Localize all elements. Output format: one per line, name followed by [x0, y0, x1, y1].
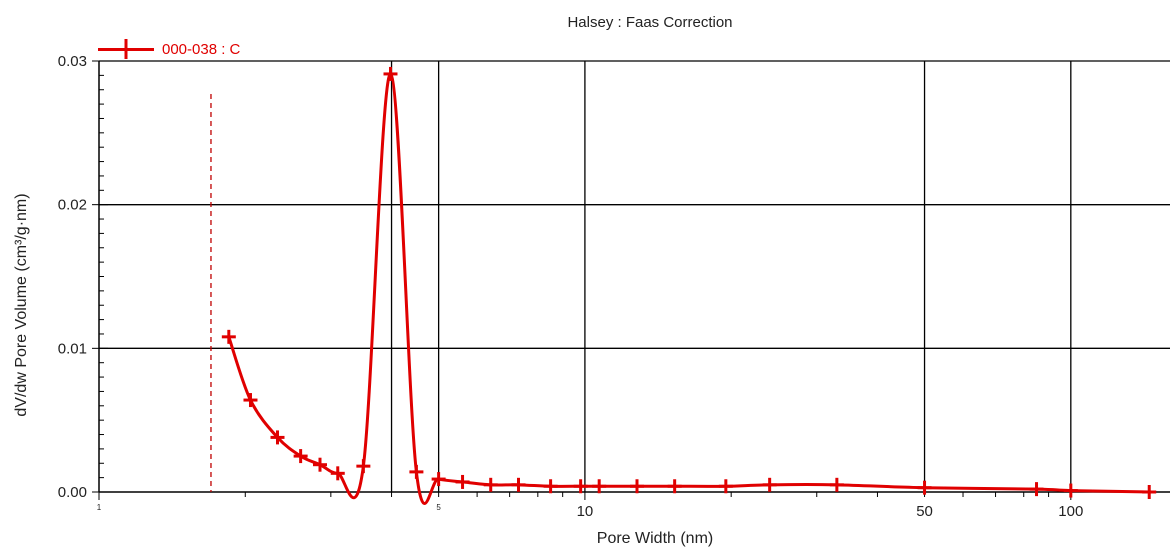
- x-tick-label: 5: [436, 503, 441, 512]
- y-tick-label: 0.02: [58, 197, 87, 214]
- series-line: [227, 72, 1150, 505]
- data-point-marker: [270, 430, 285, 445]
- data-point-marker: [592, 479, 607, 494]
- data-point-marker: [455, 474, 470, 489]
- data-point-marker: [243, 393, 258, 408]
- data-point-marker: [1029, 482, 1044, 497]
- data-point-marker: [543, 479, 558, 494]
- y-tick-label: 0.01: [58, 340, 87, 357]
- x-tick-label: 100: [1058, 503, 1083, 520]
- data-point-marker: [718, 479, 733, 494]
- data-point-marker: [431, 472, 446, 487]
- data-point-marker: [383, 66, 398, 81]
- legend-swatch: [98, 38, 154, 60]
- data-point-marker: [330, 466, 345, 481]
- data-point-marker: [917, 480, 932, 495]
- x-tick-label: 1: [97, 503, 102, 512]
- data-point-marker: [409, 464, 424, 479]
- data-point-marker: [829, 477, 844, 492]
- data-point-marker: [221, 329, 236, 344]
- y-tick-label: 0.03: [58, 53, 87, 70]
- legend-label: 000-038 : C: [162, 40, 241, 58]
- data-point-marker: [511, 477, 526, 492]
- y-axis-label: dV/dw Pore Volume (cm³/g·nm): [13, 193, 30, 417]
- legend-plus-marker: [124, 39, 128, 59]
- data-point-marker: [356, 459, 371, 474]
- data-point-marker: [313, 457, 328, 472]
- y-tick-label: 0.00: [58, 484, 87, 501]
- legend: 000-038 : C: [98, 38, 240, 60]
- data-point-marker: [483, 477, 498, 492]
- data-point-marker: [667, 479, 682, 494]
- data-point-marker: [573, 479, 588, 494]
- chart-title: Halsey : Faas Correction: [567, 14, 733, 31]
- data-point-marker: [1063, 483, 1078, 498]
- x-axis-label: Pore Width (nm): [596, 530, 714, 547]
- x-tick-label: 50: [916, 503, 933, 520]
- data-point-marker: [762, 477, 777, 492]
- data-point-marker: [1142, 485, 1157, 499]
- data-point-marker: [293, 449, 308, 464]
- data-point-marker: [630, 479, 645, 494]
- x-tick-label: 10: [577, 503, 594, 520]
